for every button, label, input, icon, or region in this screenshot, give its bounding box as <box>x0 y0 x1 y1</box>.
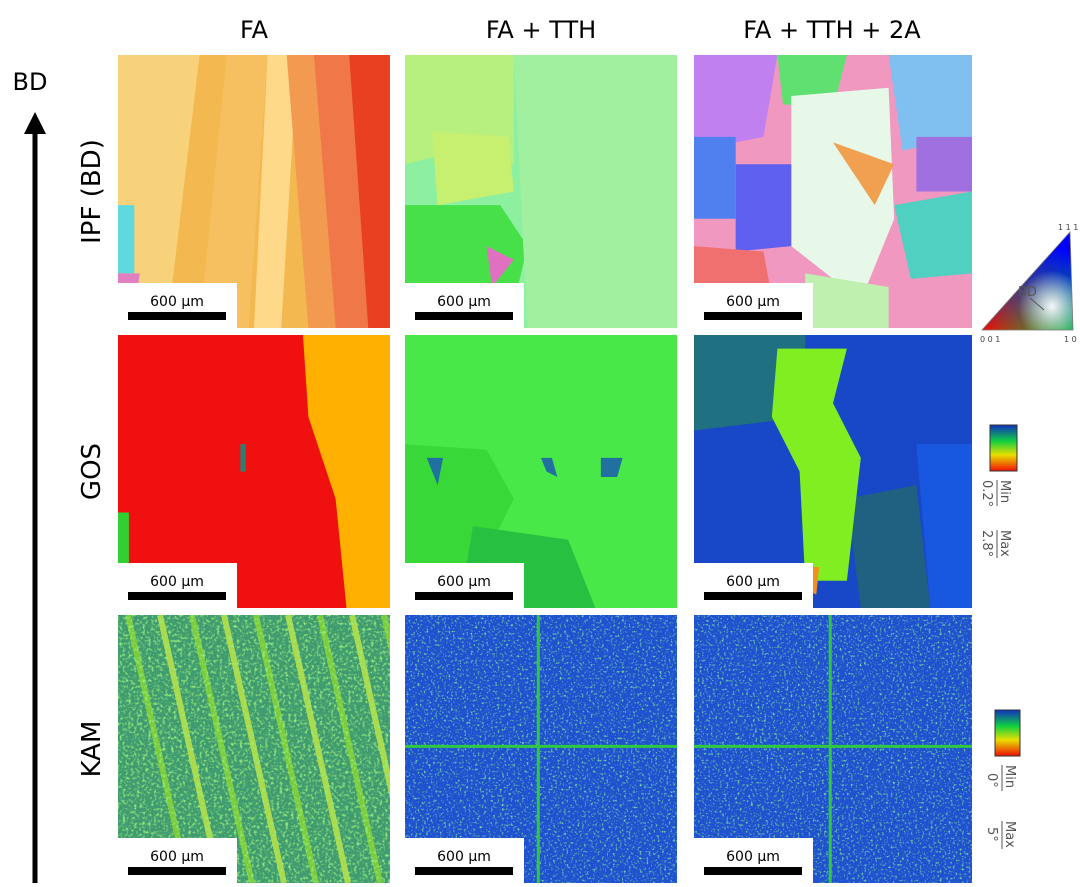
grain <box>513 55 677 328</box>
gos-max: Max <box>997 530 1012 557</box>
scale-bar-label: 600 µm <box>726 574 780 590</box>
column-header: FA + TTH <box>486 16 596 44</box>
scale-bar-label: 600 µm <box>726 849 780 865</box>
column-header: FA + TTH + 2A <box>743 16 921 44</box>
map-panel: 600 µm <box>118 615 390 883</box>
grain <box>791 87 895 301</box>
scale-bar-label: 600 µm <box>726 294 780 310</box>
grain <box>771 348 861 581</box>
grain <box>888 55 972 151</box>
kam-max: Max <box>1002 821 1017 848</box>
scale-bar-box <box>405 838 524 883</box>
grain <box>240 444 246 472</box>
map-image <box>118 55 390 328</box>
map-panel: 600 µm <box>694 615 972 883</box>
map-panel: 600 µm <box>405 615 677 883</box>
grain <box>694 55 778 151</box>
scale-bar <box>704 312 802 320</box>
scale-bar-label: 600 µm <box>150 849 204 865</box>
row-label: IPF (BD) <box>77 139 107 244</box>
scale-bar-label: 600 µm <box>437 294 491 310</box>
gos-min-value: 0.2° <box>979 480 994 507</box>
grain <box>118 205 135 274</box>
scale-bar <box>415 592 513 600</box>
scale-bar-box <box>694 283 813 328</box>
grain <box>894 191 972 279</box>
kam-min-value: 0° <box>984 773 999 788</box>
scale-bar <box>128 867 226 875</box>
bd-label: BD <box>13 68 48 96</box>
grain <box>254 55 298 328</box>
scale-bar-box <box>118 838 237 883</box>
map-image <box>118 335 390 608</box>
scale-bar <box>128 592 226 600</box>
grain <box>833 142 895 206</box>
grain <box>199 55 268 328</box>
ipf-corner: 0 0 1 <box>980 335 1000 344</box>
gos-key: Min 0.2° Max 2.8° <box>979 424 1018 558</box>
map-panel: 600 µm <box>118 335 390 608</box>
column-header: FA <box>240 16 269 44</box>
row-label: GOS <box>77 443 107 500</box>
grain <box>302 335 390 608</box>
scale-bar-box <box>118 283 237 328</box>
ipf-corner: 1 0 <box>1064 335 1077 344</box>
scale-bar-label: 600 µm <box>150 294 204 310</box>
scale-bar <box>704 867 802 875</box>
grain <box>349 55 390 328</box>
panel-grid: FA FA + TTH FA + TTH + 2A IPF (BD) GOS KAM 600… <box>77 16 972 883</box>
grain <box>805 273 889 328</box>
scale-bar <box>415 312 513 320</box>
map-panel: 600 µm <box>694 55 972 328</box>
grain <box>432 131 514 206</box>
bd-arrow-head <box>24 112 46 134</box>
ipf-corner: 1 1 1 <box>1058 223 1078 232</box>
grain <box>286 55 336 328</box>
row-label: KAM <box>77 721 107 778</box>
map-panel: 600 µm <box>118 55 390 328</box>
grain <box>486 246 514 288</box>
grain <box>426 457 444 486</box>
scale-bar-box <box>694 838 813 883</box>
map-panel: 600 µm <box>694 335 972 608</box>
scale-bar <box>704 592 802 600</box>
ipf-key: BD 0 0 1 1 0 1 1 1 <box>980 223 1078 344</box>
grain <box>600 457 623 477</box>
scale-bar-label: 600 µm <box>437 574 491 590</box>
grain <box>846 485 931 608</box>
grain <box>916 444 972 608</box>
scale-bar <box>128 312 226 320</box>
scale-bar-label: 600 µm <box>437 849 491 865</box>
scale-bar-box <box>405 283 524 328</box>
grain <box>694 136 736 219</box>
gos-min: Min <box>997 480 1012 503</box>
grain <box>118 55 200 328</box>
scale-bar-box <box>405 563 524 608</box>
grain <box>735 164 792 252</box>
scale-bar-box <box>694 563 813 608</box>
scale-bar-label: 600 µm <box>150 574 204 590</box>
map-image <box>694 335 972 608</box>
scale-bar-box <box>118 563 237 608</box>
gos-max-value: 2.8° <box>979 530 994 557</box>
kam-max-value: 5° <box>984 827 999 842</box>
map-image <box>405 335 677 608</box>
map-panel: 600 µm <box>405 335 677 608</box>
map-panel: 600 µm <box>405 55 677 328</box>
scale-bar <box>415 867 513 875</box>
kam-min: Min <box>1002 765 1017 788</box>
map-image <box>694 55 972 328</box>
ipf-axis: BD <box>1018 285 1037 300</box>
kam-key: Min 0° Max 5° <box>984 709 1021 849</box>
grain <box>541 457 558 477</box>
grain <box>916 136 972 192</box>
